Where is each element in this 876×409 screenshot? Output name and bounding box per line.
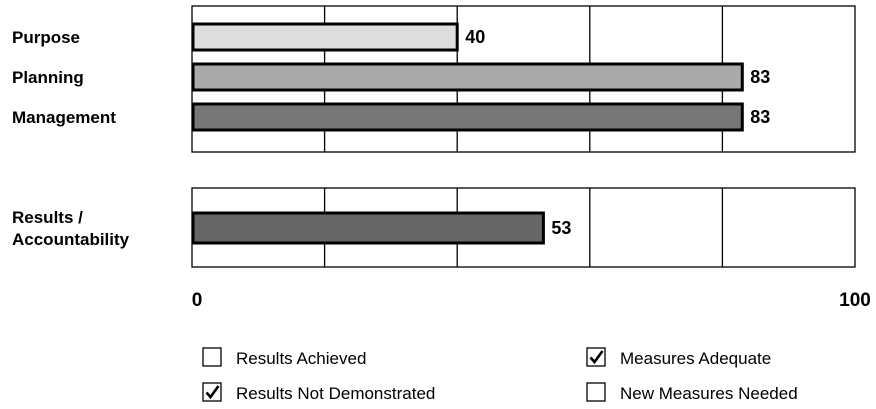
value-label: 83 <box>750 67 770 87</box>
checkbox-measures-adequate[interactable] <box>586 347 606 367</box>
bar-layer <box>191 22 744 245</box>
category-label: Results / <box>12 208 83 227</box>
category-label: Accountability <box>12 230 130 249</box>
checkmark-icon <box>205 385 220 400</box>
bar <box>191 62 744 92</box>
legend-item-measures-adequate: Measures Adequate <box>586 347 771 368</box>
legend-label-measures-adequate: Measures Adequate <box>620 349 771 368</box>
value-label: 83 <box>750 107 770 127</box>
legend-label-results-not-demonstrated: Results Not Demonstrated <box>236 384 435 403</box>
checkbox-results-achieved[interactable] <box>202 347 222 367</box>
legend-item-new-measures-needed: New Measures Needed <box>586 382 798 403</box>
checkbox-results-not-demonstrated[interactable] <box>202 382 222 402</box>
legend: Results Achieved Measures Adequate Resul… <box>202 347 798 403</box>
legend-item-results-achieved: Results Achieved <box>202 347 366 368</box>
bar <box>191 22 459 52</box>
checkbox-new-measures-needed[interactable] <box>586 382 606 402</box>
category-label: Purpose <box>12 28 80 47</box>
legend-item-results-not-demonstrated: Results Not Demonstrated <box>202 382 435 403</box>
bar <box>191 211 545 245</box>
bar <box>191 102 744 132</box>
value-label: 40 <box>465 27 485 47</box>
value-label: 53 <box>551 218 571 238</box>
checkmark-icon <box>589 350 604 365</box>
x-tick-label-max: 100 <box>839 290 871 311</box>
label-layer: 40 Purpose 83 Planning 83 Management 53 Results… <box>12 27 770 249</box>
category-label: Management <box>12 108 116 127</box>
legend-label-new-measures-needed: New Measures Needed <box>620 384 798 403</box>
legend-label-results-achieved: Results Achieved <box>236 349 366 368</box>
x-tick-label-min: 0 <box>192 290 203 311</box>
category-label: Planning <box>12 68 84 87</box>
